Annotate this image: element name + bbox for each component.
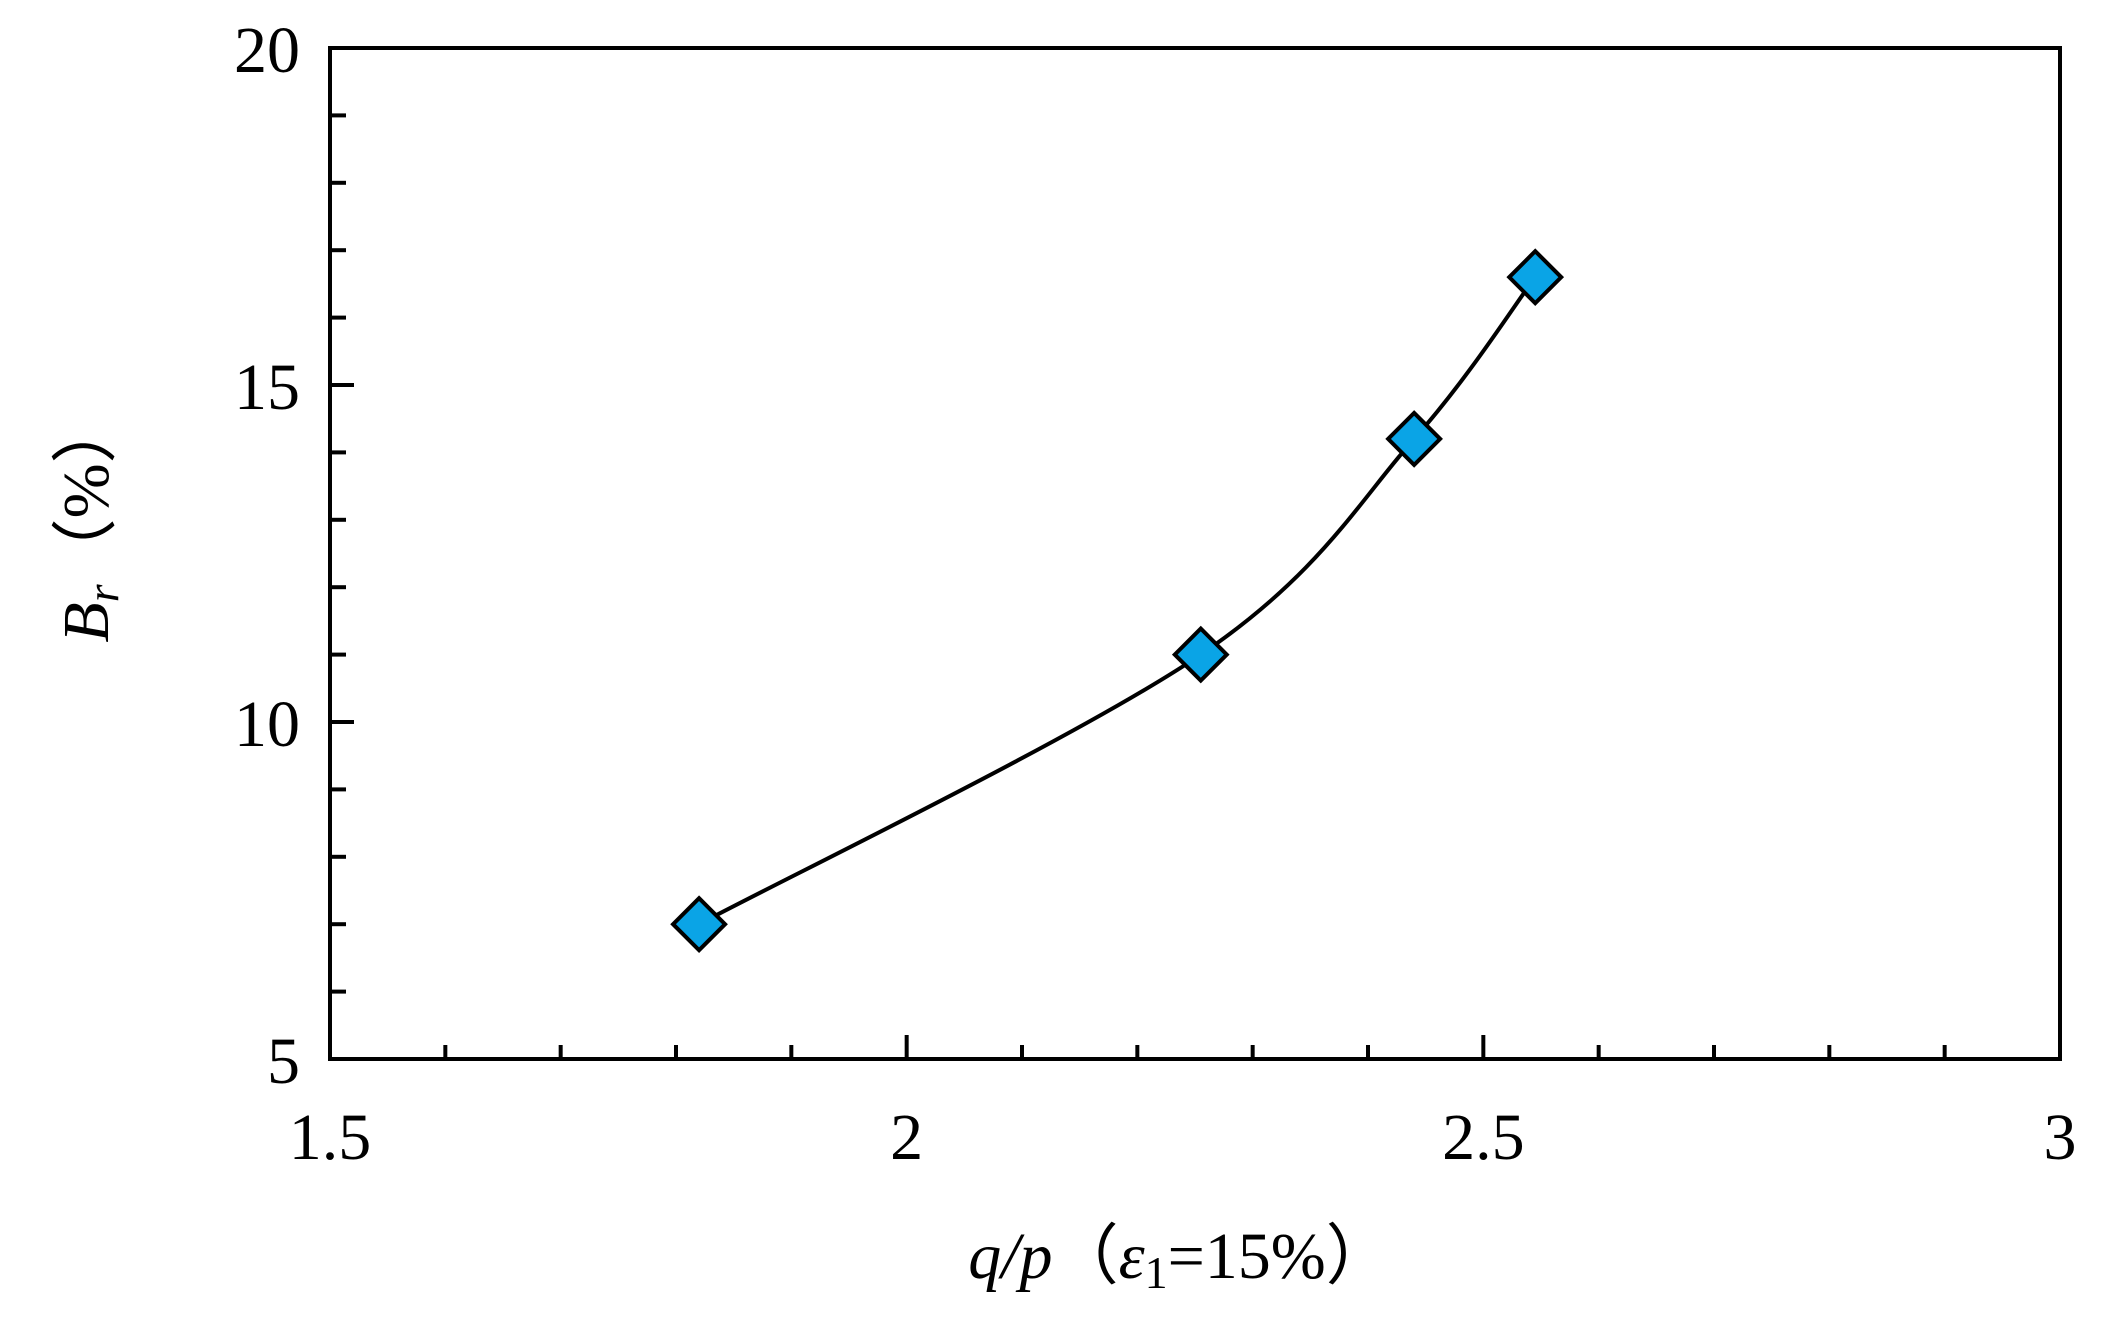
x-axis-variable: q/p: [968, 1220, 1052, 1293]
plot-area-frame: [328, 46, 2062, 1061]
axis-tick-labels: 1.5 2 2.5 3 5 10 15 20: [234, 14, 2077, 1174]
data-point-marker: [1506, 248, 1565, 306]
x-tick-label: 2.5: [1442, 1101, 1525, 1174]
series-line: [698, 275, 1537, 926]
x-axis-condition-open: （: [1053, 1220, 1119, 1293]
y-tick-label: 15: [234, 351, 300, 424]
y-axis-subscript: r: [77, 583, 128, 602]
x-tick-label: 2: [890, 1101, 923, 1174]
y-axis-variable: B: [50, 602, 123, 642]
data-point-marker: [1171, 625, 1230, 684]
x-axis-condition-subscript: 1: [1145, 1247, 1168, 1298]
data-point-marker: [670, 895, 728, 954]
x-axis-condition-rest: =15%）: [1168, 1220, 1392, 1293]
y-tick-label: 10: [234, 688, 300, 761]
y-tick-label: 5: [267, 1025, 300, 1098]
series-markers: [670, 248, 1565, 954]
axis-ticks: [328, 46, 2062, 1061]
x-tick-label: 1.5: [289, 1101, 372, 1174]
y-axis-unit: （%）: [50, 397, 123, 584]
data-point-marker: [1385, 410, 1443, 468]
x-tick-label: 3: [2044, 1101, 2077, 1174]
y-axis-title: Br（%）: [50, 397, 128, 642]
y-tick-label: 20: [234, 14, 300, 87]
x-axis-condition-symbol: ε: [1119, 1220, 1145, 1293]
x-axis-title: q/p（ε1=15%）: [968, 1220, 1392, 1298]
